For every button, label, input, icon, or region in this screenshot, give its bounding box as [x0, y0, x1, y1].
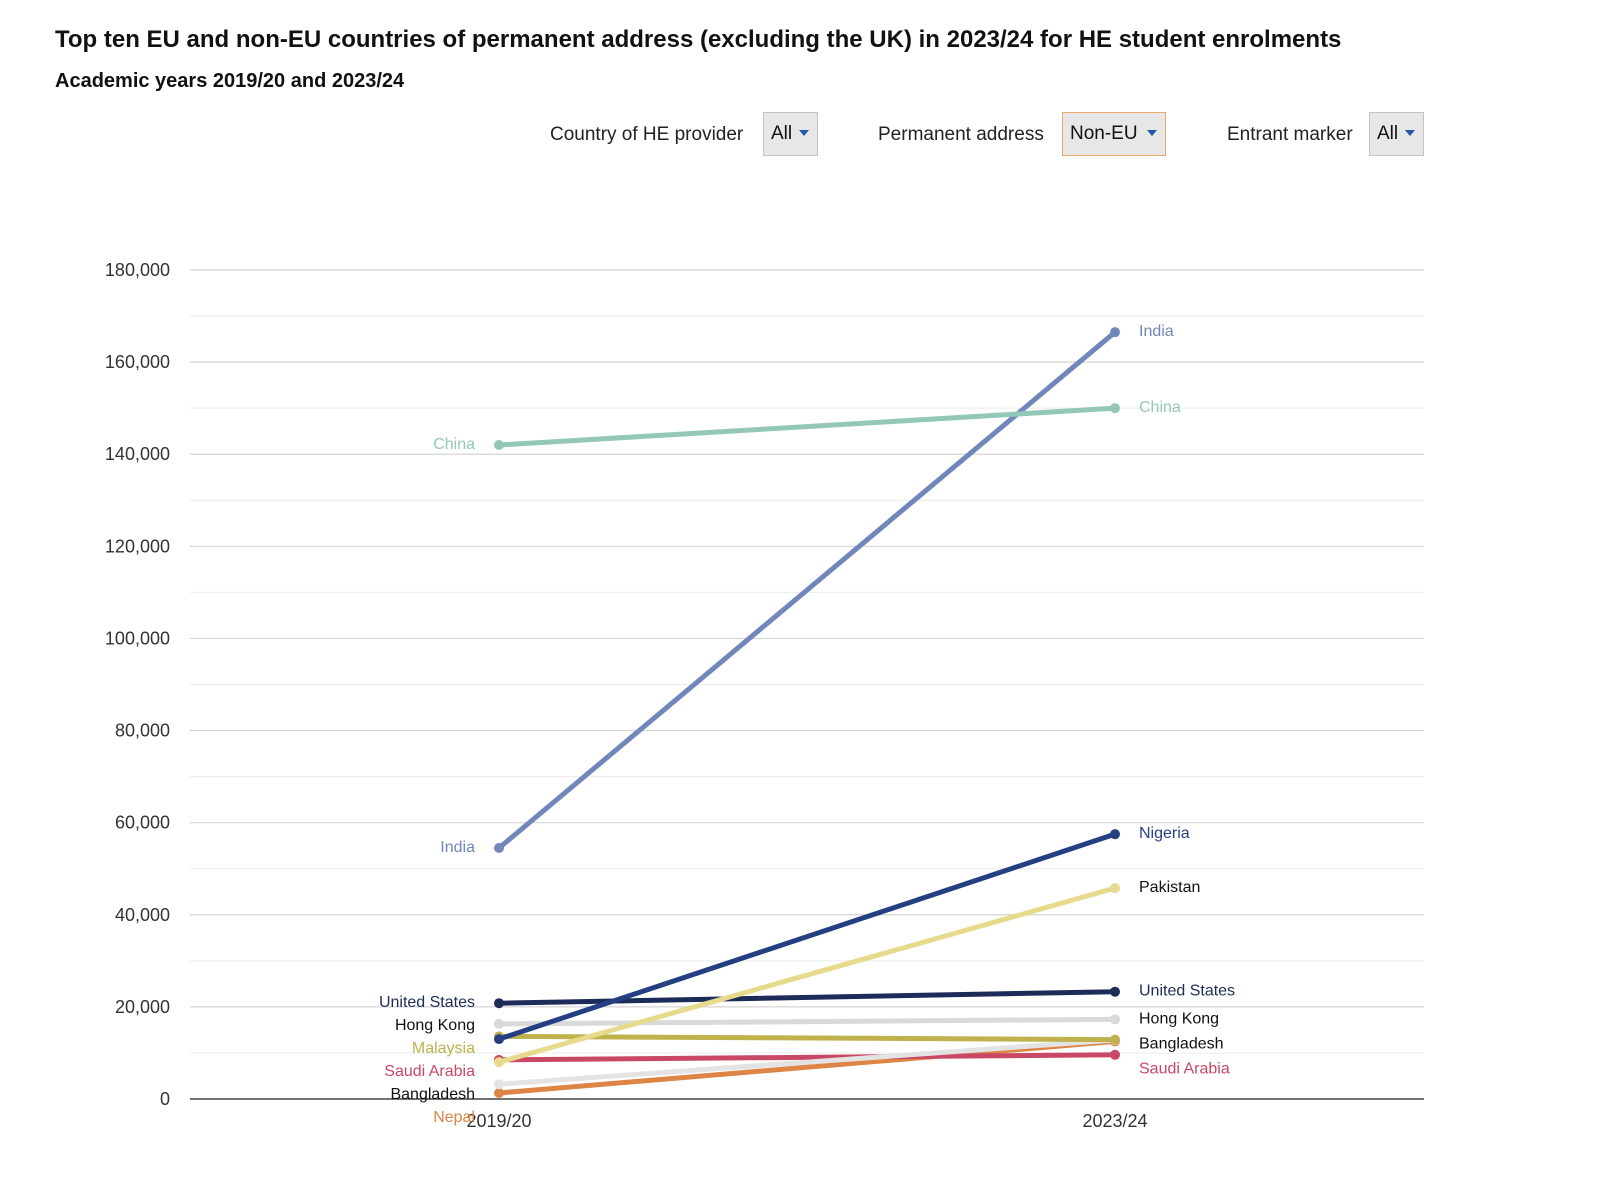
series-point	[494, 1079, 504, 1090]
series-start-label: Malaysia	[412, 1040, 475, 1057]
series-end-label: Nigeria	[1139, 825, 1190, 842]
y-tick-label: 160,000	[105, 352, 170, 372]
filter-bar: Country of HE provider All Permanent add…	[0, 112, 1600, 160]
series-line	[496, 885, 1118, 1065]
y-tick-label: 40,000	[115, 905, 170, 925]
y-tick-label: 180,000	[105, 260, 170, 280]
series-end-label: India	[1139, 323, 1174, 340]
series-start-label: Saudi Arabia	[384, 1063, 475, 1080]
series-start-label: India	[440, 839, 475, 856]
series-line	[496, 1038, 1118, 1096]
series-point	[494, 1088, 504, 1099]
series-end-label: Pakistan	[1139, 879, 1200, 896]
series-point	[1110, 986, 1120, 997]
series-line	[496, 1033, 1118, 1043]
series-line	[496, 405, 1118, 448]
filter-label-permanent-address: Permanent address	[878, 124, 1044, 145]
series-start-label: Hong Kong	[395, 1017, 475, 1034]
chart-subtitle: Academic years 2019/20 and 2023/24	[55, 70, 405, 92]
filter-label-entrant-marker: Entrant marker	[1227, 124, 1353, 145]
permanent-address-select-value: Non-EU	[1070, 123, 1138, 144]
caret-down-icon	[799, 130, 809, 136]
series-line	[496, 1052, 1118, 1063]
x-tick-label: 2019/20	[466, 1111, 531, 1131]
series-point	[494, 1057, 504, 1068]
series-point	[494, 440, 504, 451]
series-start-label: China	[433, 436, 475, 453]
y-tick-label: 100,000	[105, 628, 170, 648]
y-tick-label: 80,000	[115, 721, 170, 741]
series-start-label: Bangladesh	[390, 1086, 475, 1103]
y-tick-label: 60,000	[115, 813, 170, 833]
series-end-label: Hong Kong	[1139, 1010, 1219, 1027]
series-point	[1110, 883, 1120, 894]
series-point	[494, 998, 504, 1009]
caret-down-icon	[1405, 130, 1415, 136]
entrant-marker-select[interactable]: All	[1369, 112, 1424, 156]
y-tick-label: 0	[160, 1089, 170, 1109]
series-point	[494, 842, 504, 853]
series-end-label: Bangladesh	[1139, 1035, 1224, 1052]
provider-select-value: All	[771, 123, 793, 144]
series-start-label: Nepal	[433, 1109, 475, 1126]
series-point	[1110, 829, 1120, 840]
series-point	[494, 1018, 504, 1029]
series-point	[1110, 327, 1120, 338]
y-tick-label: 20,000	[115, 997, 170, 1017]
series-line	[496, 989, 1118, 1006]
series-point	[1110, 1049, 1120, 1060]
provider-select[interactable]: All	[763, 112, 818, 156]
series-point	[1110, 403, 1120, 414]
entrant-marker-select-value: All	[1377, 123, 1399, 144]
series-end-label: Saudi Arabia	[1139, 1060, 1230, 1077]
filter-label-provider: Country of HE provider	[550, 124, 744, 145]
caret-down-icon	[1147, 130, 1157, 136]
series-line	[496, 1037, 1118, 1087]
series-end-label: China	[1139, 399, 1181, 416]
series-end-label: United States	[1139, 983, 1235, 1000]
chart-title: Top ten EU and non-EU countries of perma…	[55, 26, 1342, 53]
permanent-address-select[interactable]: Non-EU	[1062, 112, 1166, 156]
series-point	[494, 1034, 504, 1045]
x-tick-label: 2023/24	[1082, 1111, 1147, 1131]
series-line	[496, 1016, 1118, 1027]
series-point	[1110, 1014, 1120, 1025]
y-tick-label: 120,000	[105, 536, 170, 556]
series-line	[496, 831, 1118, 1042]
series-line	[496, 329, 1118, 851]
y-tick-label: 140,000	[105, 444, 170, 464]
series-point	[1110, 1034, 1120, 1045]
series-start-label: United States	[379, 994, 475, 1011]
